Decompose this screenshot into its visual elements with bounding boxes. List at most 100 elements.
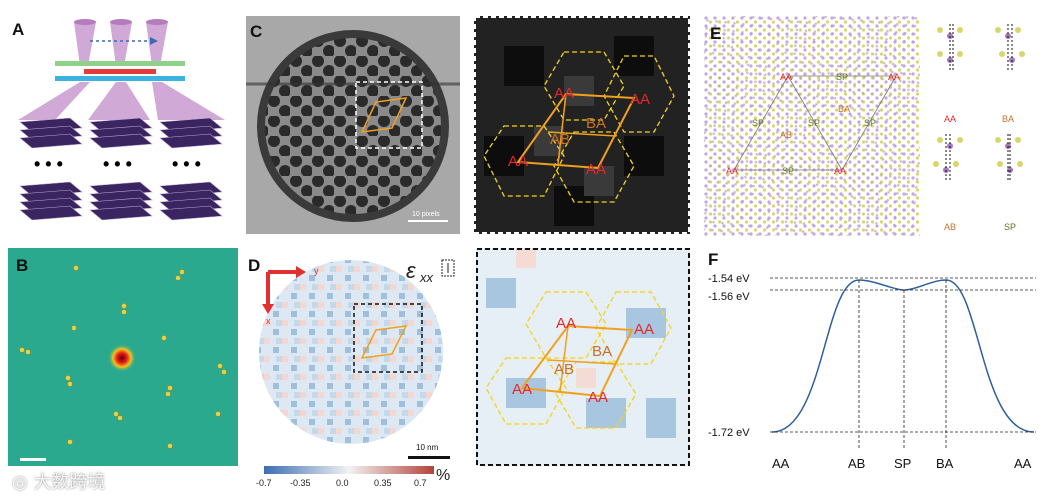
cbar-tick-2: 0.0 — [336, 478, 349, 488]
zoomed-ptychography: AA AA AA AA AB BA — [474, 16, 690, 234]
x-axis-arrow-icon — [262, 304, 274, 314]
moire-cell-d — [360, 325, 408, 359]
stack-label-aa: AA — [944, 114, 956, 124]
panel-d: y x ε xx 10 nm -0.7 -0.35 0.0 0.35 0.7 %… — [246, 248, 460, 490]
lattice-sp-top: SP — [836, 72, 848, 82]
panel-a-label: A — [12, 20, 25, 39]
axis-label-x: x — [266, 316, 271, 326]
panel-f: -1.54 eV -1.56 eV -1.72 eV AA AB SP BA A… — [704, 248, 1044, 478]
panel-a-figure: • • • • • • • • • — [18, 19, 225, 221]
bragg-spots — [19, 265, 227, 449]
panel-a: A — [0, 0, 240, 240]
label-aa-d2: AA — [634, 321, 654, 338]
watermark: ◎ 大数跨境 — [12, 472, 106, 493]
lattice-sp-bot: SP — [782, 166, 794, 176]
cbar-tick-4: 0.7 — [414, 478, 427, 488]
moire-lattice-model: AA SP AA BA SP AB SP SP AA SP AA — [704, 16, 1025, 236]
strain-map: y x ε xx 10 nm -0.7 -0.35 0.0 0.35 0.7 % — [246, 248, 460, 488]
panel-c-label: C — [250, 22, 263, 41]
label-ba-d: BA — [592, 343, 612, 360]
energy-curve — [771, 279, 1035, 433]
scale-bar-d — [408, 456, 450, 459]
cbar-unit: % — [436, 467, 450, 484]
cbar-tick-3: 0.35 — [374, 478, 392, 488]
y-axis-arrow-icon — [296, 266, 306, 278]
colorbar — [264, 466, 434, 474]
scale-bar-b — [20, 458, 46, 461]
stack-label-ab: AB — [944, 222, 956, 232]
energy-label-2: -1.56 eV — [708, 291, 750, 303]
beam-left — [74, 22, 96, 66]
stack-label-ba: BA — [1002, 114, 1014, 124]
beam-mid — [110, 22, 132, 66]
lattice-aa-br: AA — [834, 166, 846, 176]
energy-label-3: -1.72 eV — [708, 427, 750, 439]
lattice-aa-tl: AA — [780, 72, 792, 82]
watermark-logo-icon: ◎ — [12, 472, 34, 493]
diffraction-pattern — [8, 248, 238, 466]
panel-c: 10 pixels C — [246, 16, 460, 234]
label-aa-d3: AA — [512, 381, 532, 398]
cbar-tick-1: -0.35 — [290, 478, 311, 488]
lattice-sp-left: SP — [752, 118, 764, 128]
detector-stacks-top — [19, 117, 223, 149]
x-label-ab: AB — [848, 456, 865, 471]
scale-label-d: 10 nm — [416, 443, 439, 452]
label-aa-d4: AA — [588, 389, 608, 406]
moire-cell-zoom-c — [516, 92, 636, 170]
moire-lattice-lines — [733, 75, 897, 171]
label-aa-c4: AA — [586, 161, 606, 178]
label-aa-c2: AA — [630, 91, 650, 108]
beam-right — [146, 22, 168, 66]
panel-f-label: F — [708, 250, 719, 269]
ellipsis-mid: • • • — [103, 154, 132, 174]
panel-e: AA SP AA BA SP AB SP SP AA SP AA — [704, 16, 1044, 236]
stacking-side-views — [933, 24, 1025, 180]
central-beam-spot — [108, 344, 136, 372]
energy-label-1: -1.54 eV — [708, 273, 750, 285]
x-label-sp: SP — [894, 456, 911, 471]
scan-arrow-icon — [150, 37, 158, 45]
panel-e-label: E — [710, 24, 722, 43]
panel-d-label: D — [248, 256, 261, 275]
label-aa-c3: AA — [508, 153, 528, 170]
label-aa-c1: AA — [554, 85, 574, 102]
lattice-ab: AB — [780, 130, 792, 140]
scale-label-c: 10 pixels — [412, 211, 440, 218]
axis-label-y: y — [314, 266, 319, 276]
ellipsis-right: • • • — [172, 154, 201, 174]
moire-cell-c — [360, 97, 408, 133]
cone-right — [152, 82, 225, 120]
layer-green — [55, 61, 185, 66]
cbar-tick-0: -0.7 — [256, 478, 272, 488]
x-label-aa-left: AA — [772, 456, 790, 471]
layer-blue — [55, 76, 185, 81]
panel-b: B — [8, 248, 238, 466]
lattice-ba: BA — [838, 104, 850, 114]
stack-label-sp: SP — [1004, 222, 1016, 232]
panel-c-zoom: AA AA AA AA AB BA — [474, 16, 690, 234]
x-label-aa-right: AA — [1014, 456, 1032, 471]
label-aa-d1: AA — [556, 315, 576, 332]
cone-left — [18, 82, 90, 120]
lattice-aa-tr: AA — [888, 72, 900, 82]
ptychography-image: 10 pixels — [246, 16, 460, 234]
lattice-sp-right: SP — [864, 118, 876, 128]
label-ba-c: BA — [586, 115, 606, 132]
panel-d-zoom: AA AA AA AA AB BA — [476, 248, 690, 466]
zoomed-strain-map: AA AA AA AA AB BA — [476, 248, 690, 466]
x-label-ba: BA — [936, 456, 954, 471]
lattice-aa-bl: AA — [726, 166, 738, 176]
strain-subscript: xx — [419, 270, 434, 285]
layer-red — [84, 69, 156, 74]
lattice-sp-mid: SP — [808, 118, 820, 128]
ellipsis-left: • • • — [34, 154, 63, 174]
energy-profile-chart: -1.54 eV -1.56 eV -1.72 eV AA AB SP BA A… — [708, 273, 1036, 471]
label-ab-d: AB — [554, 361, 574, 378]
zoom-box-d — [353, 303, 423, 373]
zoom-box-c — [355, 81, 423, 149]
label-ab-c: AB — [550, 131, 570, 148]
detector-stacks-bottom — [19, 181, 223, 221]
moire-cell-zoom-d — [520, 324, 634, 398]
strain-direction-icon — [441, 259, 455, 277]
